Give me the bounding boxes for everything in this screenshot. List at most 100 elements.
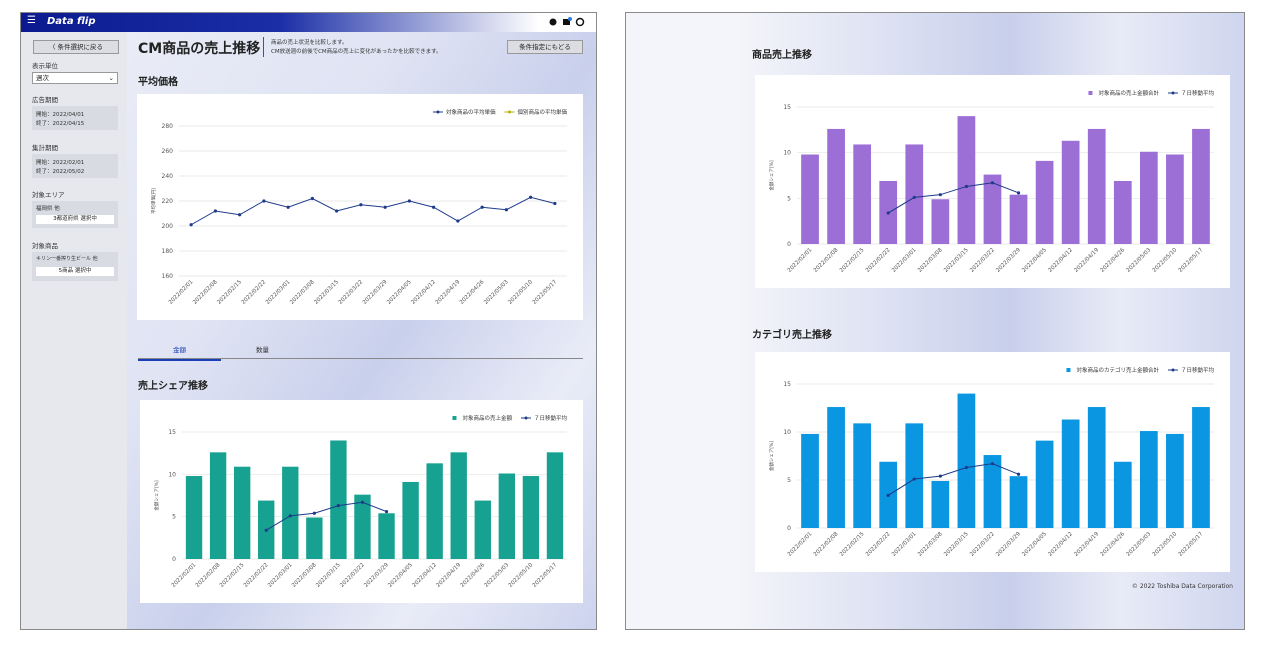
- page-title: CM商品の売上推移: [138, 41, 261, 57]
- header-bar: [21, 13, 596, 32]
- bar: [522, 476, 540, 559]
- x-tick-label: 2022/05/10: [1152, 531, 1179, 558]
- line-point: [432, 205, 436, 209]
- bar: [1192, 407, 1210, 528]
- line-point: [310, 196, 314, 201]
- notify-icon[interactable]: [563, 19, 570, 25]
- legend-label: 対象商品の売上金額: [462, 414, 512, 422]
- bar: [853, 144, 872, 244]
- bar: [827, 128, 845, 244]
- x-tick-label: 2022/05/17: [532, 562, 559, 589]
- bar: [498, 473, 516, 559]
- legend-swatch: [1088, 91, 1093, 95]
- x-tick-label: 2022/04/12: [410, 279, 437, 306]
- legend-swatch: [1171, 368, 1175, 372]
- y-tick-label: 240: [162, 173, 174, 180]
- x-tick-label: 2022/03/01: [265, 279, 292, 306]
- bar: [402, 481, 419, 559]
- ad-period-label: 広告期間: [32, 96, 58, 104]
- y-tick-label: 220: [162, 198, 174, 205]
- line-point: [1016, 191, 1021, 195]
- bar: [1087, 407, 1106, 528]
- tab[interactable]: 金額: [138, 344, 221, 361]
- y-tick-label: 0: [172, 556, 176, 563]
- bar: [1061, 419, 1080, 528]
- area-label: 対象エリア: [32, 191, 65, 199]
- bar: [185, 476, 203, 559]
- y-tick-label: 15: [783, 381, 791, 388]
- line-point: [964, 184, 969, 189]
- bar: [905, 144, 924, 244]
- x-tick-label: 2022/02/01: [787, 247, 814, 274]
- x-tick-label: 2022/03/29: [995, 531, 1022, 558]
- y-tick-label: 200: [162, 223, 174, 230]
- bar: [1113, 461, 1132, 528]
- x-tick-label: 2022/02/22: [243, 562, 270, 589]
- app-name: Data flip: [47, 16, 96, 27]
- y-tick-label: 0: [787, 525, 791, 532]
- reset-button[interactable]: 条件指定にもどる: [507, 40, 583, 54]
- line-point: [383, 205, 387, 209]
- back-button[interactable]: 〈 条件選択に戻る: [33, 40, 119, 54]
- line: [887, 182, 1019, 214]
- area-count[interactable]: 3都道府県 選択中: [36, 215, 114, 224]
- legend-label: ７日移動平均: [1181, 89, 1215, 97]
- line-point: [335, 209, 339, 213]
- unit-label: 表示単位: [32, 62, 58, 70]
- x-tick-label: 2022/05/03: [1126, 247, 1153, 274]
- x-tick-label: 2022/02/01: [171, 562, 198, 589]
- user-icon[interactable]: [575, 17, 585, 27]
- line-point: [529, 195, 533, 199]
- y-tick-label: 0: [787, 241, 791, 248]
- help-icon[interactable]: [549, 18, 557, 26]
- chart-card: 0 5 10 15 金額シェア[%] 2022/02/01 2022/02/08 2022/0…: [755, 352, 1230, 572]
- bar: [1113, 180, 1132, 244]
- y-tick-label: 10: [168, 471, 176, 478]
- line-point: [312, 511, 316, 515]
- bar: [330, 440, 347, 559]
- x-tick-label: 2022/05/03: [483, 279, 510, 306]
- y-tick-label: 15: [168, 429, 176, 436]
- agg-period-box: [32, 154, 118, 178]
- bar: [1035, 440, 1054, 528]
- bar: [1087, 128, 1106, 244]
- line: [265, 501, 387, 531]
- menu-icon[interactable]: ☰: [27, 15, 36, 26]
- header-icons: [549, 17, 585, 27]
- line-point: [1016, 472, 1021, 476]
- x-tick-label: 2022/03/22: [338, 279, 365, 306]
- line-point: [553, 201, 557, 206]
- line-point: [288, 514, 292, 518]
- x-tick-label: 2022/03/08: [917, 247, 944, 274]
- x-tick-label: 2022/03/29: [362, 279, 389, 306]
- x-tick-label: 2022/03/15: [313, 279, 340, 306]
- product-label: 対象商品: [32, 242, 58, 250]
- x-tick-label: 2022/05/17: [532, 279, 559, 306]
- unit-select[interactable]: 週次 ⌄: [32, 72, 118, 84]
- ad-start: 開始：2022/04/01: [36, 112, 85, 118]
- y-tick-label: 10: [783, 150, 791, 157]
- x-tick-label: 2022/02/08: [192, 279, 219, 306]
- y-tick-label: 5: [787, 195, 791, 202]
- tab[interactable]: 数量: [256, 346, 269, 354]
- bar: [931, 480, 950, 528]
- y-tick-label: 180: [162, 248, 174, 255]
- x-tick-label: 2022/04/12: [1047, 247, 1074, 274]
- bar: [1166, 433, 1184, 528]
- x-tick-label: 2022/02/15: [839, 531, 866, 558]
- bar: [378, 513, 395, 559]
- product-count[interactable]: 5商品 選択中: [36, 267, 114, 276]
- line-point: [886, 493, 890, 497]
- y-axis-label: 平均単価[円]: [150, 188, 157, 214]
- x-tick-label: 2022/03/22: [339, 562, 366, 589]
- y-tick-label: 15: [783, 104, 791, 111]
- bar: [1192, 128, 1210, 244]
- line-point: [886, 211, 890, 215]
- bar: [306, 517, 323, 559]
- x-tick-label: 2022/02/08: [813, 247, 840, 274]
- x-tick-label: 2022/04/05: [386, 279, 413, 306]
- ad-period-box: [32, 106, 118, 130]
- bar: [233, 466, 251, 559]
- line-point: [990, 462, 995, 466]
- line-point: [407, 199, 411, 203]
